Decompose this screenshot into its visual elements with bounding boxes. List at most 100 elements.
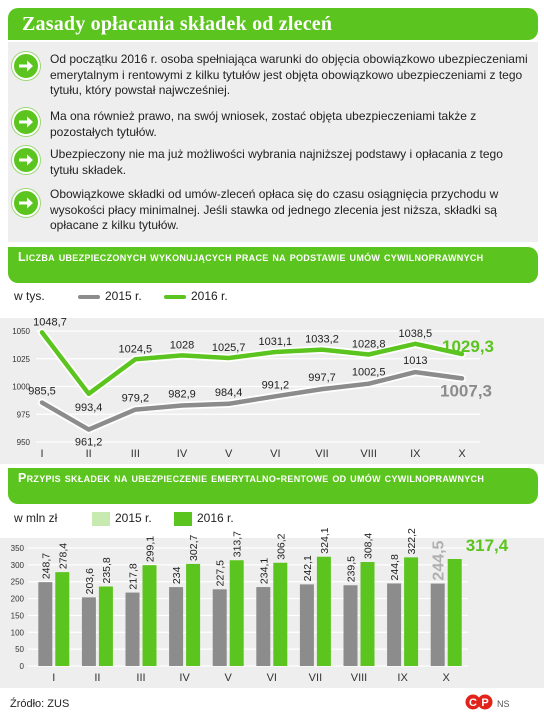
- bar-2016: [55, 572, 70, 666]
- y-tick-label: 950: [17, 438, 31, 447]
- bar-2015: [125, 592, 140, 666]
- svg-text:C: C: [469, 697, 477, 709]
- legend-swatch-green: [164, 294, 186, 299]
- data-label-2015: 242,1: [302, 555, 314, 581]
- bar-2015: [81, 597, 96, 666]
- data-label-2016: 317,4: [466, 536, 509, 555]
- x-tick-label: I: [40, 448, 43, 460]
- y-tick-label: 350: [11, 544, 25, 553]
- series-line-2015: [39, 369, 465, 432]
- y-tick-label: 1000: [12, 383, 30, 392]
- x-tick-label: V: [225, 448, 233, 460]
- data-label-2015: 982,9: [168, 388, 196, 400]
- data-label-2015: 244,5: [431, 540, 448, 580]
- bar-2015: [430, 583, 445, 666]
- y-tick-label: 250: [11, 578, 25, 587]
- page-title: Zasady opłacania składek od zleceń: [22, 13, 333, 35]
- y-tick-label: 1050: [12, 327, 30, 336]
- x-tick-label: II: [94, 672, 100, 684]
- bullet-text: Ubezpieczony nie ma już możliwości wybra…: [50, 147, 503, 177]
- bar-2015: [169, 587, 184, 666]
- data-label-2016: 1033,2: [305, 334, 339, 346]
- data-label-2015: 234: [171, 566, 183, 584]
- data-label-2015: 997,7: [308, 372, 336, 384]
- logo-text: NS: [497, 699, 510, 709]
- data-label-2015: 239,5: [346, 556, 358, 582]
- line-chart-unit: w tys.: [14, 289, 45, 303]
- bar-2016: [404, 557, 419, 666]
- data-label-2015: 961,2: [75, 437, 103, 449]
- x-tick-label: II: [86, 448, 92, 460]
- x-tick-label: IV: [177, 448, 188, 460]
- legend-item-2016: 2016 r.: [164, 289, 228, 303]
- data-label-2016: 302,7: [188, 535, 200, 561]
- legend-item-2016: 2016 r.: [174, 511, 234, 526]
- legend-label-2015: 2015 r.: [105, 289, 142, 303]
- bar-chart-title-band: Przypis składek na ubezpieczenie emeryta…: [8, 468, 538, 504]
- arrow-right-icon: [12, 146, 40, 174]
- bar-chart-title: Przypis składek na ubezpieczenie emeryta…: [18, 471, 485, 485]
- x-tick-label: VII: [315, 448, 328, 460]
- bar-2015: [299, 584, 314, 666]
- data-label-2016: 313,7: [232, 531, 244, 557]
- y-tick-label: 1025: [12, 355, 30, 364]
- bullet-text: Ma ona również prawo, na swój wniosek, z…: [50, 109, 477, 139]
- x-tick-label: VI: [267, 672, 277, 684]
- series-line-2016: [39, 330, 465, 397]
- data-label-2016: 322,2: [406, 528, 418, 554]
- bar-2016: [360, 562, 375, 666]
- data-label-2016: 306,2: [275, 533, 287, 559]
- data-label-2016: 1048,7: [33, 316, 67, 328]
- x-tick-label: IX: [410, 448, 421, 460]
- data-label-2016: 1028: [170, 339, 194, 351]
- legend-label-2016: 2016 r.: [197, 511, 234, 525]
- x-tick-label: VI: [270, 448, 280, 460]
- bar-2015: [38, 582, 53, 666]
- arrow-right-icon: [12, 52, 40, 80]
- rules-panel: Od początku 2016 r. osoba spełniająca wa…: [8, 42, 538, 242]
- arrow-right-icon: [12, 189, 40, 217]
- data-label-2016: 1024,5: [119, 343, 153, 355]
- bar-2015: [212, 589, 227, 666]
- data-label-2015: 991,2: [262, 379, 290, 391]
- y-tick-label: 300: [11, 561, 25, 570]
- legend-label-2016: 2016 r.: [191, 289, 228, 303]
- data-label-2016: 1029,3: [442, 337, 494, 356]
- data-label-2015: 248,7: [40, 553, 52, 579]
- line-chart-title-band: Liczba ubezpieczonych wykonujących prace…: [8, 247, 538, 283]
- bar-2016: [273, 562, 288, 666]
- data-label-2015: 217,8: [128, 563, 140, 589]
- line-chart-title: Liczba ubezpieczonych wykonujących prace…: [18, 250, 484, 264]
- legend-label-2015: 2015 r.: [115, 511, 152, 525]
- data-label-2015: 203,6: [84, 568, 96, 594]
- svg-text:P: P: [481, 697, 488, 709]
- data-label-2015: 1013: [403, 355, 427, 367]
- bar-2015: [387, 583, 402, 666]
- y-tick-label: 100: [11, 628, 25, 637]
- arrow-right-icon: [12, 108, 40, 136]
- data-label-2016: 1038,5: [399, 328, 433, 340]
- data-label-2015: 984,4: [215, 387, 243, 399]
- data-label-2016: 1031,1: [259, 336, 293, 348]
- data-label-2015: 234,1: [258, 558, 270, 584]
- x-tick-label: VII: [309, 672, 322, 684]
- x-tick-label: I: [52, 672, 55, 684]
- data-label-2016: 235,8: [101, 557, 113, 583]
- data-label-2015: 1007,3: [440, 381, 492, 400]
- data-label-2015: 985,5: [28, 386, 56, 398]
- bar-chart: 0 50 100 150 200 250 300 350 248,7 278,4 I 203,6 235…: [0, 528, 544, 688]
- y-tick-label: 0: [20, 662, 25, 671]
- header-banner: Zasady opłacania składek od zleceń: [8, 8, 538, 40]
- data-label-2016: 299,1: [145, 536, 157, 562]
- legend-item-2015: 2015 r.: [92, 511, 152, 526]
- source-note: Źródło: ZUS: [10, 698, 70, 710]
- bar-2015: [343, 585, 358, 666]
- bar-2016: [186, 563, 201, 666]
- data-label-2016: 308,4: [363, 533, 375, 559]
- x-tick-label: III: [131, 448, 140, 460]
- legend-swatch-light-green: [92, 511, 110, 526]
- x-tick-label: IV: [179, 672, 190, 684]
- y-tick-label: 150: [11, 611, 25, 620]
- x-tick-label: V: [225, 672, 233, 684]
